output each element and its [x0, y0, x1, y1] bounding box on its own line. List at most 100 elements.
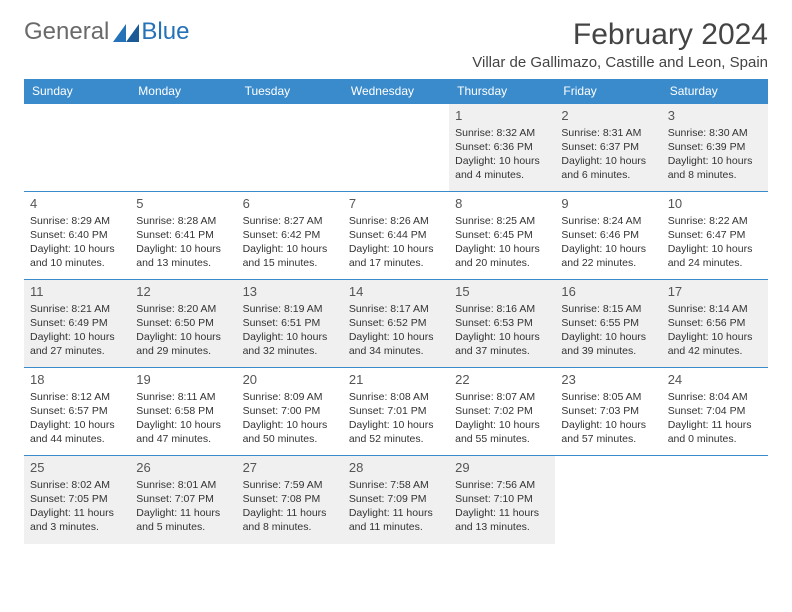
calendar-cell: 19Sunrise: 8:11 AMSunset: 6:58 PMDayligh… [130, 368, 236, 456]
daylight-text: Daylight: 10 hours and 57 minutes. [561, 418, 655, 446]
sunset-text: Sunset: 6:47 PM [668, 228, 762, 242]
day-number: 3 [668, 107, 762, 125]
day-number: 4 [30, 195, 124, 213]
daylight-text: Daylight: 10 hours and 29 minutes. [136, 330, 230, 358]
calendar-cell: 6Sunrise: 8:27 AMSunset: 6:42 PMDaylight… [237, 192, 343, 280]
daylight-text: Daylight: 10 hours and 27 minutes. [30, 330, 124, 358]
sunrise-text: Sunrise: 8:27 AM [243, 214, 337, 228]
daylight-text: Daylight: 10 hours and 37 minutes. [455, 330, 549, 358]
calendar-cell: 1Sunrise: 8:32 AMSunset: 6:36 PMDaylight… [449, 104, 555, 192]
sunrise-text: Sunrise: 8:16 AM [455, 302, 549, 316]
sunset-text: Sunset: 6:57 PM [30, 404, 124, 418]
sunrise-text: Sunrise: 8:20 AM [136, 302, 230, 316]
daylight-text: Daylight: 10 hours and 34 minutes. [349, 330, 443, 358]
calendar-cell: 9Sunrise: 8:24 AMSunset: 6:46 PMDaylight… [555, 192, 661, 280]
daylight-text: Daylight: 10 hours and 47 minutes. [136, 418, 230, 446]
header: General Blue February 2024 Villar de Gal… [24, 18, 768, 71]
day-number: 18 [30, 371, 124, 389]
sunrise-text: Sunrise: 8:32 AM [455, 126, 549, 140]
calendar-week: 11Sunrise: 8:21 AMSunset: 6:49 PMDayligh… [24, 280, 768, 368]
sunrise-text: Sunrise: 8:15 AM [561, 302, 655, 316]
calendar-cell: 16Sunrise: 8:15 AMSunset: 6:55 PMDayligh… [555, 280, 661, 368]
calendar-cell: 27Sunrise: 7:59 AMSunset: 7:08 PMDayligh… [237, 456, 343, 544]
location-text: Villar de Gallimazo, Castille and Leon, … [472, 54, 768, 71]
day-number: 13 [243, 283, 337, 301]
sunset-text: Sunset: 6:37 PM [561, 140, 655, 154]
sunset-text: Sunset: 6:46 PM [561, 228, 655, 242]
brand-general: General [24, 18, 109, 46]
sunset-text: Sunset: 6:50 PM [136, 316, 230, 330]
day-number: 14 [349, 283, 443, 301]
day-number: 28 [349, 459, 443, 477]
calendar-cell: 2Sunrise: 8:31 AMSunset: 6:37 PMDaylight… [555, 104, 661, 192]
sunrise-text: Sunrise: 8:21 AM [30, 302, 124, 316]
sunrise-text: Sunrise: 8:28 AM [136, 214, 230, 228]
daylight-text: Daylight: 11 hours and 13 minutes. [455, 506, 549, 534]
daylight-text: Daylight: 10 hours and 8 minutes. [668, 154, 762, 182]
sunset-text: Sunset: 6:41 PM [136, 228, 230, 242]
calendar-cell: 4Sunrise: 8:29 AMSunset: 6:40 PMDaylight… [24, 192, 130, 280]
calendar-cell: 25Sunrise: 8:02 AMSunset: 7:05 PMDayligh… [24, 456, 130, 544]
daylight-text: Daylight: 10 hours and 13 minutes. [136, 242, 230, 270]
calendar-cell: 5Sunrise: 8:28 AMSunset: 6:41 PMDaylight… [130, 192, 236, 280]
calendar-cell: 20Sunrise: 8:09 AMSunset: 7:00 PMDayligh… [237, 368, 343, 456]
sunset-text: Sunset: 6:39 PM [668, 140, 762, 154]
calendar-week: 18Sunrise: 8:12 AMSunset: 6:57 PM Dayligh… [24, 368, 768, 456]
calendar-week: 25Sunrise: 8:02 AMSunset: 7:05 PMDayligh… [24, 456, 768, 544]
daylight-text: Daylight: 10 hours and 39 minutes. [561, 330, 655, 358]
sunset-text: Sunset: 7:07 PM [136, 492, 230, 506]
calendar-cell [237, 104, 343, 192]
sunrise-text: Sunrise: 8:25 AM [455, 214, 549, 228]
sunset-text: Sunset: 6:53 PM [455, 316, 549, 330]
sunset-text: Sunset: 7:08 PM [243, 492, 337, 506]
col-thursday: Thursday [449, 79, 555, 104]
calendar-cell: 17Sunrise: 8:14 AMSunset: 6:56 PMDayligh… [662, 280, 768, 368]
sunrise-text: Sunrise: 8:24 AM [561, 214, 655, 228]
daylight-text: Daylight: 10 hours and 20 minutes. [455, 242, 549, 270]
logo-icon [113, 22, 139, 42]
sunset-text: Sunset: 7:00 PM [243, 404, 337, 418]
day-number: 16 [561, 283, 655, 301]
day-number: 23 [561, 371, 655, 389]
calendar-week: 4Sunrise: 8:29 AMSunset: 6:40 PMDaylight… [24, 192, 768, 280]
sunrise-text: Sunrise: 8:17 AM [349, 302, 443, 316]
calendar-cell [555, 456, 661, 544]
sunrise-text: Sunrise: 8:31 AM [561, 126, 655, 140]
sunset-text: Sunset: 6:58 PM [136, 404, 230, 418]
calendar-cell: 11Sunrise: 8:21 AMSunset: 6:49 PMDayligh… [24, 280, 130, 368]
daylight-text: Daylight: 10 hours and 17 minutes. [349, 242, 443, 270]
daylight-text: Daylight: 10 hours and 6 minutes. [561, 154, 655, 182]
daylight-text: Daylight: 10 hours and 32 minutes. [243, 330, 337, 358]
sunrise-text: Sunrise: 7:58 AM [349, 478, 443, 492]
col-sunday: Sunday [24, 79, 130, 104]
sunset-text: Sunset: 6:52 PM [349, 316, 443, 330]
day-number: 2 [561, 107, 655, 125]
calendar-cell [343, 104, 449, 192]
sunset-text: Sunset: 6:56 PM [668, 316, 762, 330]
sunrise-text: Sunrise: 7:59 AM [243, 478, 337, 492]
calendar-cell [130, 104, 236, 192]
sunrise-text: Sunrise: 8:12 AM [30, 390, 124, 404]
sunset-text: Sunset: 6:36 PM [455, 140, 549, 154]
sunset-text: Sunset: 6:44 PM [349, 228, 443, 242]
day-number: 26 [136, 459, 230, 477]
sunset-text: Sunset: 7:10 PM [455, 492, 549, 506]
day-number: 27 [243, 459, 337, 477]
day-number: 12 [136, 283, 230, 301]
day-number: 7 [349, 195, 443, 213]
calendar-cell: 23Sunrise: 8:05 AMSunset: 7:03 PMDayligh… [555, 368, 661, 456]
sunrise-text: Sunrise: 8:22 AM [668, 214, 762, 228]
calendar-week: 1Sunrise: 8:32 AMSunset: 6:36 PMDaylight… [24, 104, 768, 192]
daylight-text: Daylight: 11 hours and 8 minutes. [243, 506, 337, 534]
sunset-text: Sunset: 6:40 PM [30, 228, 124, 242]
calendar-cell: 22Sunrise: 8:07 AMSunset: 7:02 PMDayligh… [449, 368, 555, 456]
sunset-text: Sunset: 7:03 PM [561, 404, 655, 418]
sunrise-text: Sunrise: 8:05 AM [561, 390, 655, 404]
sunrise-text: Sunrise: 8:11 AM [136, 390, 230, 404]
day-number: 29 [455, 459, 549, 477]
title-block: February 2024 Villar de Gallimazo, Casti… [472, 18, 768, 71]
day-number: 19 [136, 371, 230, 389]
calendar-cell: 14Sunrise: 8:17 AMSunset: 6:52 PMDayligh… [343, 280, 449, 368]
day-number: 17 [668, 283, 762, 301]
col-tuesday: Tuesday [237, 79, 343, 104]
